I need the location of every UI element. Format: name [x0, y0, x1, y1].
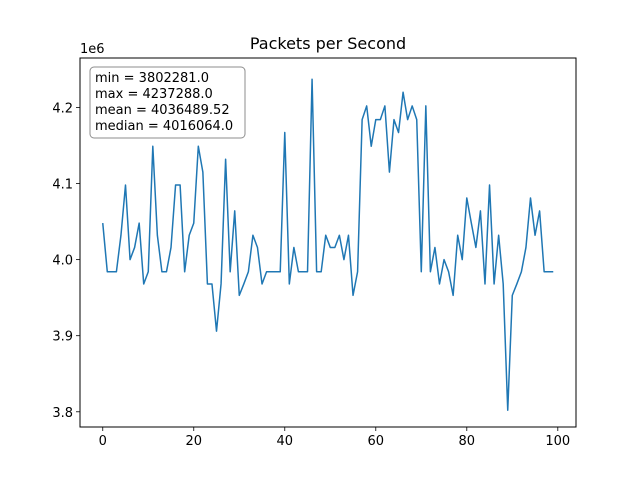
plot-area — [102, 78, 554, 412]
y-offset-label: 1e6 — [80, 42, 105, 57]
axes-frame — [79, 57, 577, 428]
series-line-0 — [102, 78, 554, 412]
stats-box: min = 3802281.0 max = 4237288.0 mean = 4… — [89, 66, 246, 139]
y-axis: 3.8 3.9 4.0 4.1 4.2 — [52, 101, 80, 421]
chart-title: Packets per Second — [250, 34, 406, 53]
stats-box-frame — [89, 66, 246, 139]
x-tick-label: 0 — [99, 434, 107, 449]
stats-median: median = 4016064.0 — [95, 119, 233, 134]
x-tick-label: 40 — [276, 434, 293, 449]
y-tick-label: 4.0 — [52, 254, 73, 269]
stats-mean: mean = 4036489.52 — [95, 103, 230, 118]
stats-max: max = 4237288.0 — [95, 87, 213, 102]
y-tick-label: 3.9 — [52, 330, 73, 345]
x-tick-label: 80 — [459, 434, 476, 449]
x-tick-label: 20 — [185, 434, 202, 449]
y-tick-label: 4.2 — [52, 101, 73, 116]
y-tick-label: 4.1 — [52, 178, 73, 193]
x-axis: 0 20 40 60 80 100 — [99, 427, 570, 449]
y-tick-label: 3.8 — [52, 406, 73, 421]
x-tick-label: 60 — [368, 434, 385, 449]
x-tick-label: 100 — [545, 434, 570, 449]
stats-min: min = 3802281.0 — [95, 71, 209, 86]
